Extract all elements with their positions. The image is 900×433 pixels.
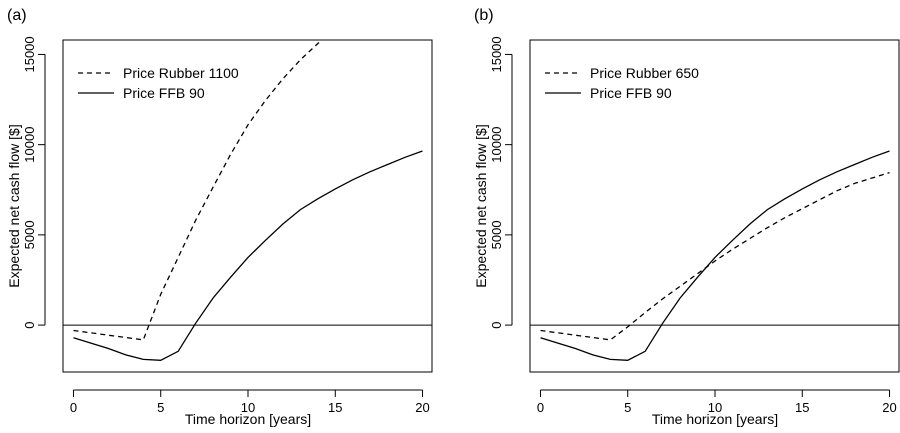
x-tick-label: 5 [157, 400, 164, 415]
legend-label: Price Rubber 650 [590, 65, 699, 81]
y-tick-label: 15000 [22, 36, 37, 72]
plot-frame [529, 39, 900, 373]
series-line-rubber [73, 40, 323, 341]
y-axis-title: Expected net cash flow [$] [6, 124, 22, 287]
series-line-rubber [540, 171, 890, 341]
legend-label: Price FFB 90 [590, 85, 672, 101]
y-tick-label: 5000 [489, 220, 504, 249]
panel-label: (b) [474, 7, 494, 24]
series-line-ffb [73, 150, 423, 361]
chart-panel-a: 0 5 10 15 20 0 5000 10000 15000 Time horizon [yea… [6, 7, 433, 427]
x-tick-label: 20 [415, 400, 429, 415]
y-axis-title: Expected net cash flow [$] [473, 124, 489, 287]
legend-label: Price FFB 90 [123, 85, 205, 101]
x-axis-title: Time horizon [years] [185, 411, 311, 427]
x-tick-label: 0 [70, 400, 77, 415]
y-tick-label: 10000 [22, 127, 37, 163]
y-tick-label: 5000 [22, 220, 37, 249]
panel-label: (a) [7, 7, 27, 24]
y-tick-label: 15000 [489, 36, 504, 72]
x-tick-label: 10 [241, 400, 255, 415]
chart-panel-b: 0 5 10 15 20 0 5000 10000 15000 Time horizon [yea… [473, 7, 900, 427]
legend-label: Price Rubber 1100 [123, 65, 239, 81]
y-tick-label: 10000 [489, 127, 504, 163]
x-axis-title: Time horizon [years] [652, 411, 778, 427]
x-tick-label: 0 [537, 400, 544, 415]
x-tick-label: 10 [708, 400, 722, 415]
x-tick-label: 15 [795, 400, 809, 415]
x-tick-label: 5 [624, 400, 631, 415]
x-tick-label: 20 [882, 400, 896, 415]
series-line-ffb [540, 150, 890, 361]
y-tick-label: 0 [22, 321, 37, 328]
x-tick-label: 15 [328, 400, 342, 415]
plot-frame [62, 39, 433, 373]
y-tick-label: 0 [489, 321, 504, 328]
